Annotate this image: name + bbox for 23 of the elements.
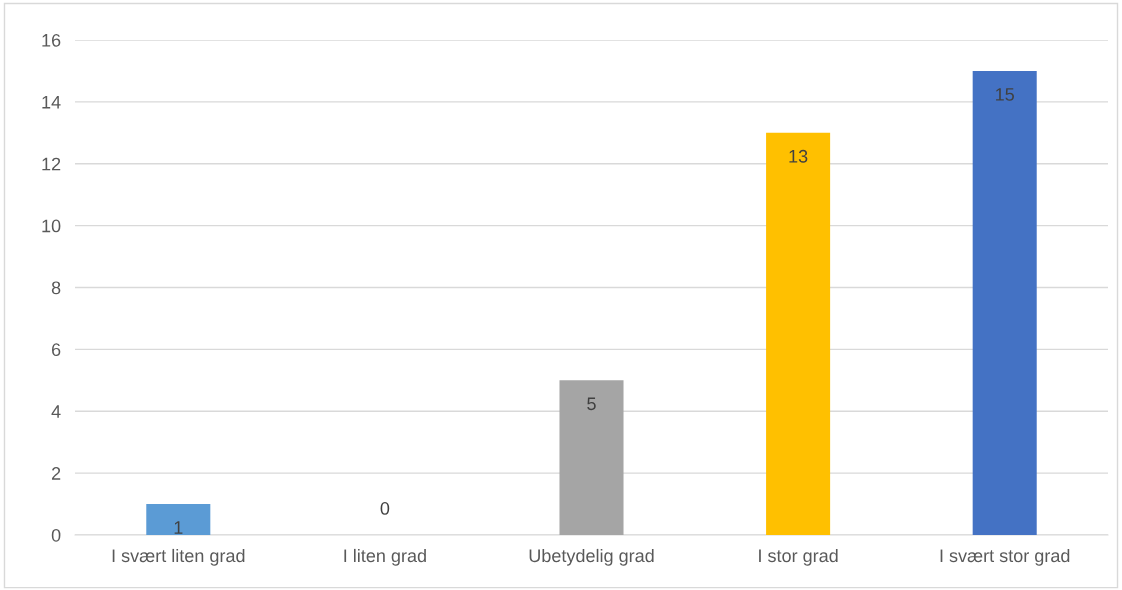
data-label: 1 (174, 521, 183, 534)
x-tick-label: I svært liten grad (112, 548, 245, 566)
data-label: 15 (996, 88, 1014, 101)
bar (766, 132, 831, 535)
data-label: 0 (380, 502, 390, 515)
y-tick-label: 4 (51, 405, 61, 418)
y-tick-label: 10 (42, 219, 61, 233)
y-tick-label: 12 (42, 157, 61, 171)
x-tick-label: I stor grad (759, 548, 838, 566)
y-tick-label: 8 (51, 281, 61, 295)
bar (972, 70, 1037, 535)
x-tick-label: Ubetydelig grad (529, 548, 654, 566)
y-tick-label: 0 (51, 528, 61, 542)
bar (146, 504, 211, 535)
y-tick-label: 6 (51, 343, 61, 357)
bar (559, 380, 624, 535)
x-tick-label: I liten grad (344, 548, 426, 566)
data-label: 5 (587, 397, 596, 411)
y-tick-label: 2 (51, 467, 61, 480)
y-tick-label: 16 (42, 33, 61, 47)
data-label: 13 (789, 149, 808, 163)
x-tick-label: I svært stor grad (940, 548, 1070, 566)
y-tick-label: 14 (42, 96, 61, 109)
